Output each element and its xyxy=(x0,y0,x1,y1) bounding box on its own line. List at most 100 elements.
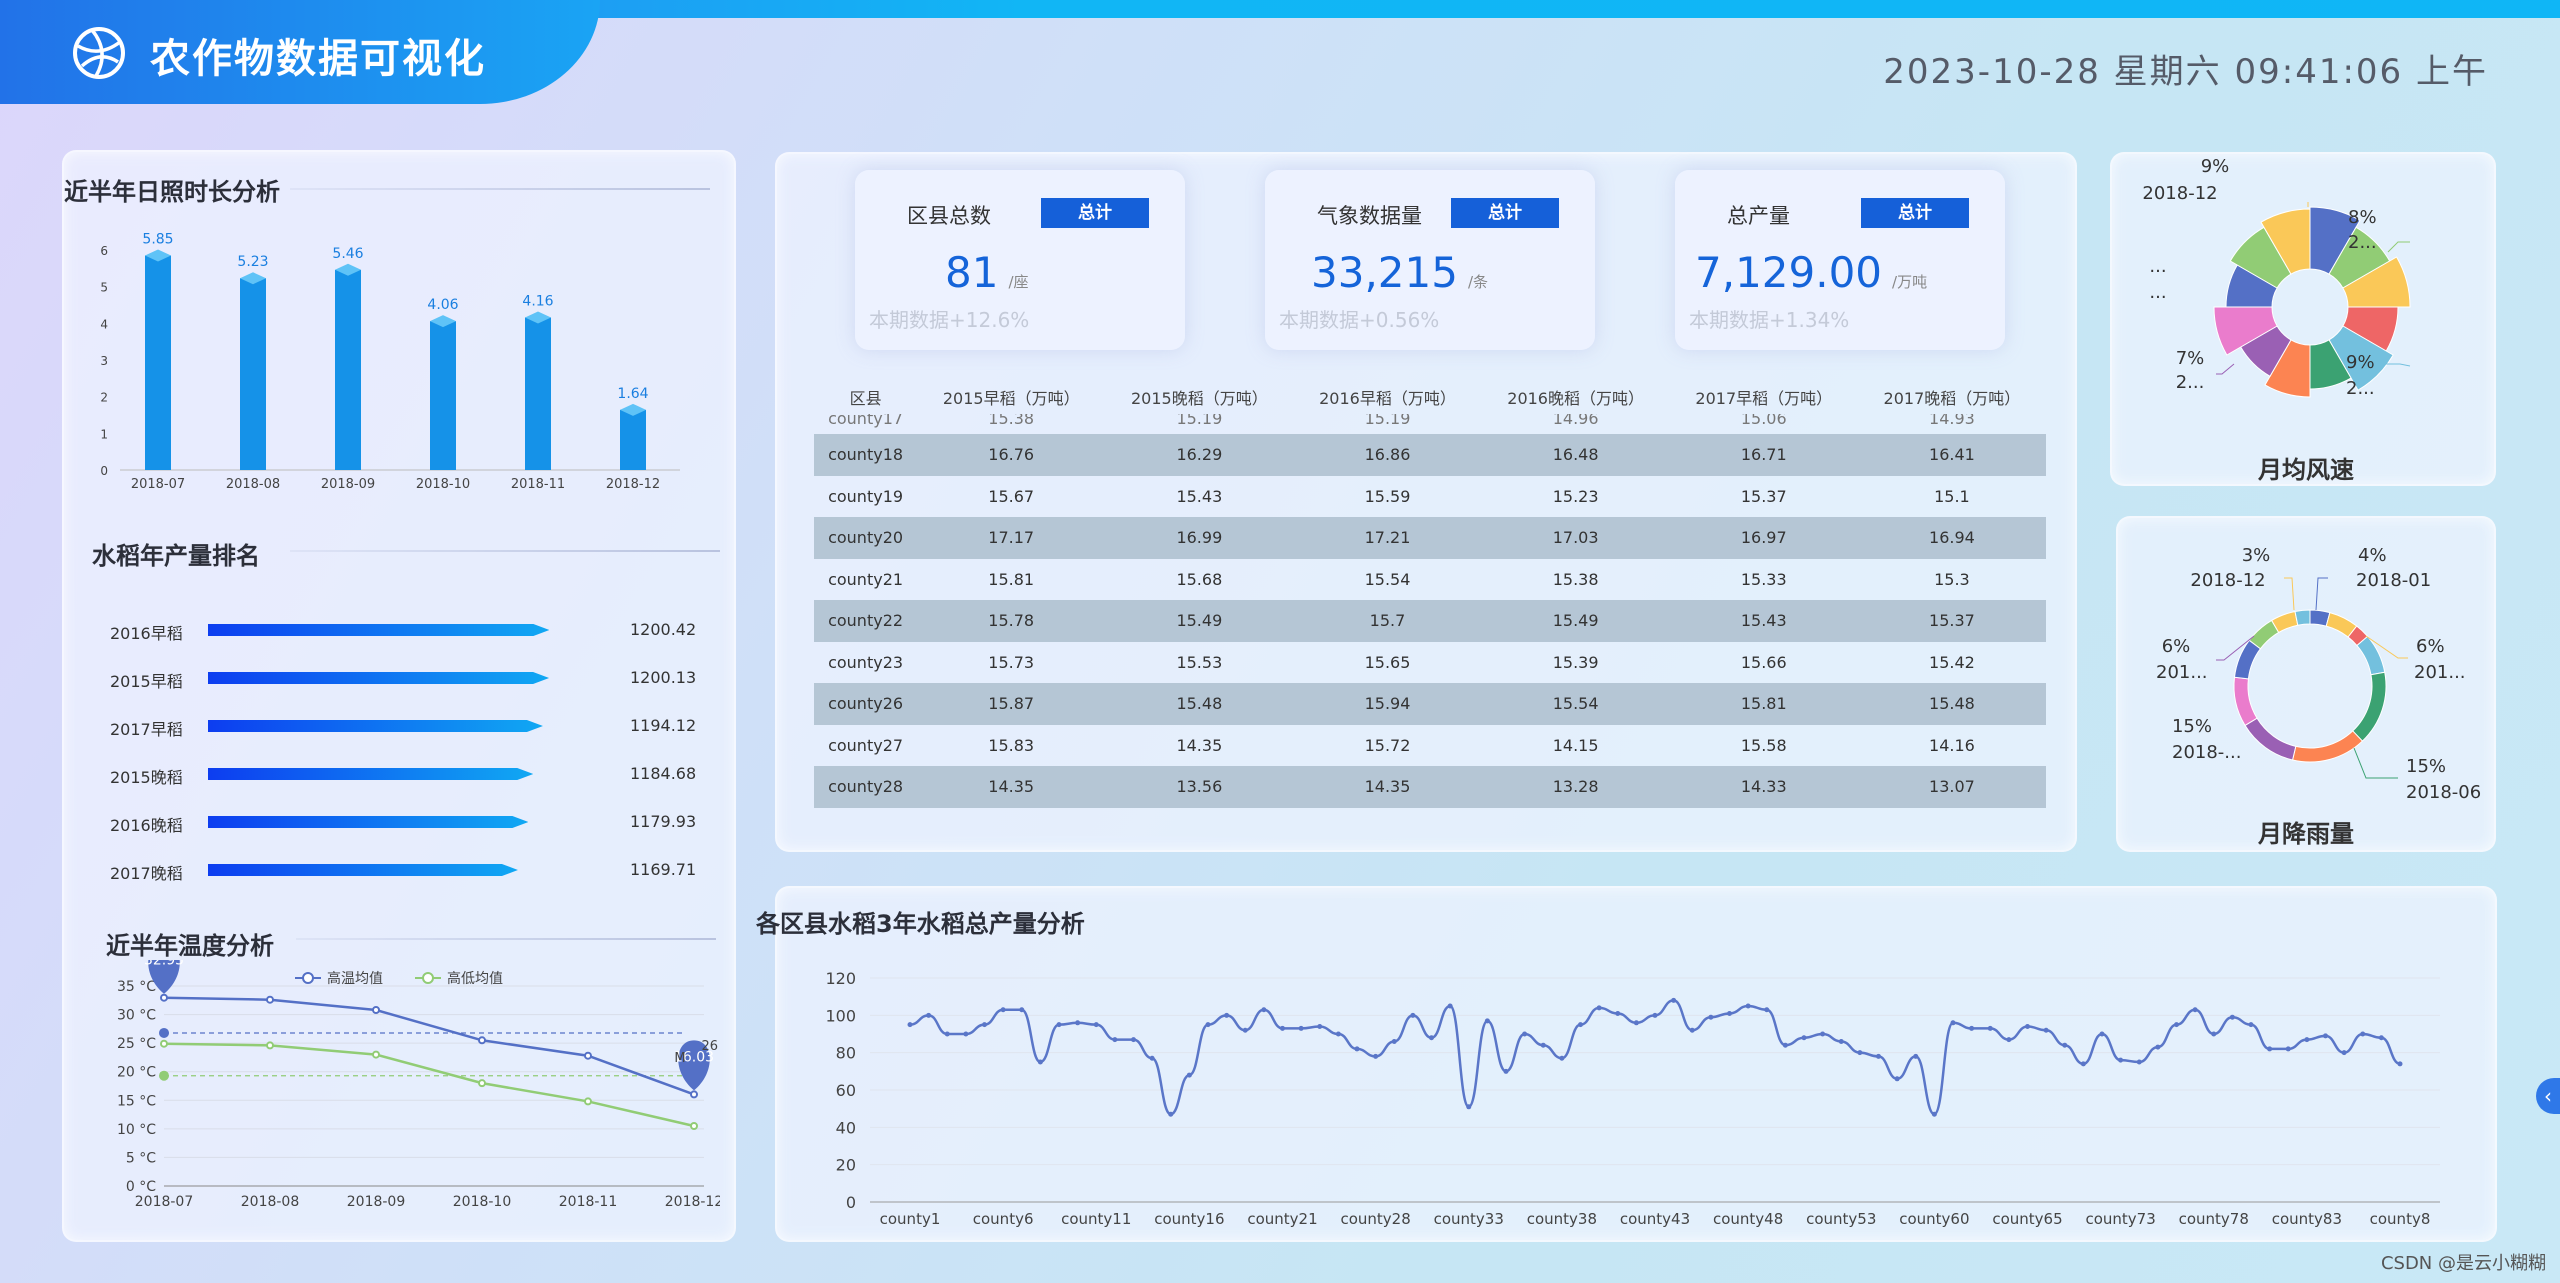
table-row-partial: county17 15.38 15.19 15.19 14.96 15.06 14.93 xyxy=(814,414,2046,434)
production-point xyxy=(1727,1010,1732,1016)
stat-tag-button[interactable]: 总计 xyxy=(1861,198,1969,228)
stat-change: 本期数据+0.56% xyxy=(1279,308,1440,332)
production-point xyxy=(2248,1022,2254,1028)
x-tick-label: county83 xyxy=(2272,1210,2342,1228)
table-cell: 15.06 xyxy=(1740,414,1787,428)
x-tick-label: county53 xyxy=(1806,1210,1876,1228)
production-point xyxy=(1429,1035,1434,1041)
table-cell: county18 xyxy=(814,434,918,476)
production-point xyxy=(1689,1027,1695,1033)
x-tick-label: county78 xyxy=(2179,1210,2249,1228)
series-point xyxy=(266,1041,274,1050)
table-cell: county19 xyxy=(828,486,904,506)
table-cell: 15.1 xyxy=(1934,486,1970,506)
production-point xyxy=(1671,997,1677,1003)
stat-tag-button[interactable]: 总计 xyxy=(1451,198,1559,228)
table-cell: 16.76 xyxy=(917,434,1106,476)
y-tick-label: 80 xyxy=(836,1044,856,1063)
production-point xyxy=(1578,1022,1583,1028)
table-row[interactable]: county19 15.67 15.43 15.59 15.23 15.37 15.1 xyxy=(814,476,2046,518)
series-point xyxy=(478,1036,486,1045)
table-cell: 15.7 xyxy=(1293,600,1482,642)
rose-slice xyxy=(2342,256,2411,308)
production-point xyxy=(1149,1055,1155,1061)
x-tick-label: 2018-07 xyxy=(131,477,185,492)
y-tick-label: 25 °C xyxy=(117,1036,156,1052)
sunshine-bar-chart: 0 1 2 3 4 5 6 5.85 2018-07 5.23 2018-08 5.46 2018-09… xyxy=(100,232,680,492)
table-cell: 15.19 xyxy=(1364,414,1411,428)
production-point xyxy=(1466,1104,1472,1110)
title-tab: 农作物数据可视化 xyxy=(0,0,600,104)
min-marker-label: 16.03 xyxy=(674,1049,714,1065)
donut-slice xyxy=(2356,635,2386,676)
table-cell: county22 xyxy=(814,600,918,642)
bar-value-label: 5.23 xyxy=(237,254,268,270)
table-cell: 16.86 xyxy=(1293,434,1482,476)
production-point xyxy=(2304,1037,2310,1043)
series-point xyxy=(266,995,274,1004)
table-row[interactable]: county27 15.83 14.35 15.72 14.15 15.58 14.16 xyxy=(814,725,2046,767)
rank-label: 2016晚稻 xyxy=(110,816,183,835)
table-cell: 15.38 xyxy=(988,414,1035,428)
production-point xyxy=(2136,1059,2142,1065)
bar-value-label: 4.06 xyxy=(427,297,458,313)
rank-bar xyxy=(208,624,549,636)
rank-row: 2017早稻 1194.12 xyxy=(110,716,730,739)
series-point xyxy=(160,993,168,1002)
table-row[interactable]: county21 15.81 15.68 15.54 15.38 15.33 15.3 xyxy=(814,559,2046,601)
donut-label: 15% xyxy=(2172,716,2212,737)
production-point xyxy=(2006,1037,2012,1043)
series-point xyxy=(584,1097,592,1106)
bar-cap xyxy=(240,272,266,285)
table-row[interactable]: county18 16.76 16.29 16.86 16.48 16.71 16.41 xyxy=(814,434,2046,476)
table-cell: 14.93 xyxy=(1929,414,1975,428)
table-row[interactable]: county26 15.87 15.48 15.94 15.54 15.81 15.48 xyxy=(814,683,2046,725)
y-tick-label: 2 xyxy=(100,391,108,405)
rose-label: 8% xyxy=(2348,207,2377,228)
side-collapse-button[interactable]: ‹ xyxy=(2536,1078,2560,1114)
bar-cap xyxy=(620,403,646,416)
rose-slice xyxy=(2213,306,2278,356)
bar-group xyxy=(430,315,456,470)
production-point xyxy=(963,1031,969,1037)
y-tick-label: 20 xyxy=(836,1156,856,1175)
x-tick-label: county73 xyxy=(2085,1210,2155,1228)
stat-tag-button[interactable]: 总计 xyxy=(1041,198,1149,228)
rank-label: 2015早稻 xyxy=(110,672,183,691)
donut-label: 2018-06 xyxy=(2406,782,2481,803)
production-point xyxy=(1987,1025,1993,1031)
stat-card: 区县总数 总计 81/座 本期数据+12.6% xyxy=(855,170,1185,350)
x-tick-label: county28 xyxy=(1340,1210,1410,1228)
donut-slice xyxy=(2233,676,2258,727)
rank-row: 2017晚稻 1169.71 xyxy=(110,860,730,883)
stat-label: 总产量 xyxy=(1727,204,1790,228)
production-point xyxy=(1913,1053,1919,1059)
stat-label: 气象数据量 xyxy=(1317,204,1422,228)
production-point xyxy=(1000,1007,1006,1013)
production-point xyxy=(2155,1044,2161,1050)
table-row[interactable]: county20 17.17 16.99 17.21 17.03 16.97 16.94 xyxy=(814,517,2046,559)
series-point xyxy=(690,1090,698,1099)
donut-label: 6% xyxy=(2162,636,2191,657)
average-value-label: 26 xyxy=(701,1039,718,1054)
table-row[interactable]: county28 14.35 13.56 14.35 13.28 14.33 13.07 xyxy=(814,766,2046,808)
data-table: 区县 2015早稻（万吨） 2015晚稻（万吨） 2016早稻（万吨） 2016晚稻（万… xyxy=(814,380,2046,808)
rose-leader xyxy=(2385,363,2411,367)
legend-label: 高温均值 xyxy=(327,970,383,987)
average-line-start xyxy=(159,1070,169,1081)
production-point xyxy=(1037,1059,1043,1065)
table-row[interactable]: county23 15.73 15.53 15.65 15.39 15.66 15.42 xyxy=(814,642,2046,684)
y-tick-label: 10 °C xyxy=(117,1122,156,1138)
production-point xyxy=(1652,1012,1658,1018)
production-point xyxy=(926,1012,932,1018)
production-point xyxy=(2267,1046,2273,1052)
table-cell: 14.16 xyxy=(1929,735,1975,755)
y-tick-label: 120 xyxy=(825,969,856,988)
production-line xyxy=(909,999,2401,1116)
y-tick-label: 40 xyxy=(836,1118,856,1137)
table-cell: 15.48 xyxy=(1105,683,1294,725)
rose-label: 2... xyxy=(2176,372,2205,393)
table-row[interactable]: county22 15.78 15.49 15.7 15.49 15.43 15.37 xyxy=(814,600,2046,642)
production-point xyxy=(1522,1031,1528,1037)
donut-slice xyxy=(2291,730,2364,763)
